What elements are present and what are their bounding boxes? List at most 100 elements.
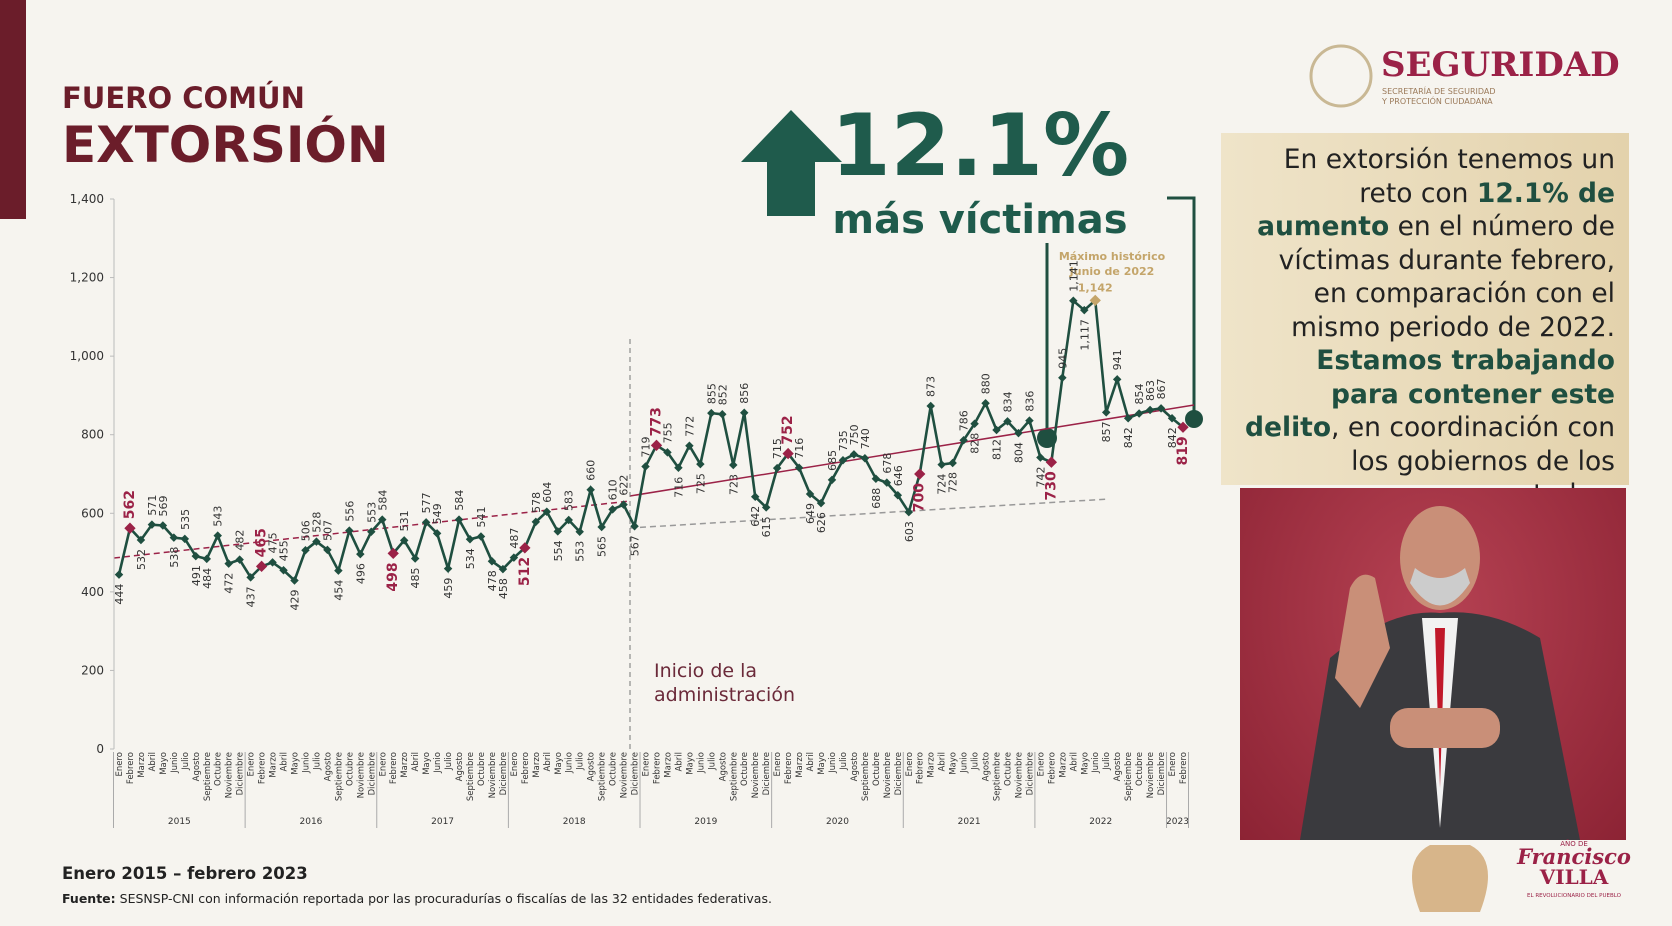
point (882, 478, 892, 487)
point (421, 518, 431, 527)
x-tick-label: Diciembre (1025, 752, 1035, 795)
x-tick-label: Marzo (269, 752, 279, 778)
value-label: 716 (672, 477, 685, 498)
point (1025, 416, 1034, 425)
x-tick-label: Junio (960, 752, 970, 774)
value-label: 549 (431, 503, 444, 524)
point (378, 515, 387, 524)
point (608, 505, 617, 514)
x-tick-label: Enero (247, 752, 257, 777)
point (147, 520, 157, 529)
value-label: 571 (146, 495, 159, 516)
value-label: 626 (815, 512, 828, 533)
x-tick-label: Junio (828, 752, 838, 774)
x-tick-label: Octubre (214, 752, 224, 786)
value-label: 945 (1056, 348, 1069, 369)
x-tick-label: Noviembre (620, 752, 630, 798)
value-label: 487 (508, 528, 521, 549)
value-label: 532 (135, 549, 148, 570)
point (630, 522, 639, 531)
x-tick-label: Julio (312, 752, 322, 771)
x-tick-label: Noviembre (1146, 752, 1156, 798)
value-label: 534 (464, 548, 477, 569)
point (268, 558, 277, 567)
x-tick-label: Marzo (663, 752, 673, 778)
x-tick-label: Noviembre (488, 752, 498, 798)
trend-post (629, 404, 1195, 497)
x-tick-label: Diciembre (631, 752, 641, 795)
point (114, 570, 124, 579)
point (761, 503, 771, 512)
x-tick-label: Agosto (323, 752, 333, 781)
point (860, 454, 870, 463)
x-group-label: 2023 (1166, 817, 1189, 827)
value-label: 742 (1034, 467, 1047, 488)
x-group-label: 2015 (168, 817, 191, 827)
value-label: 724 (936, 474, 949, 495)
value-label: 538 (168, 547, 181, 568)
kicker: FUERO COMÚN (62, 81, 305, 115)
x-tick-label: Octubre (1003, 752, 1013, 786)
x-group-label: 2019 (694, 817, 717, 827)
x-tick-label: Julio (707, 752, 717, 771)
point (838, 456, 848, 465)
x-tick-label: Junio (170, 752, 180, 774)
point (387, 547, 399, 560)
value-label: 569 (157, 495, 170, 516)
value-label: 478 (486, 570, 499, 591)
point (158, 521, 168, 530)
point (1123, 413, 1133, 423)
point (970, 419, 979, 428)
x-tick-label: Junio (301, 752, 311, 774)
x-tick-label: Abril (280, 752, 290, 771)
y-tick-label: 400 (81, 585, 104, 599)
x-tick-label: Agosto (455, 752, 465, 781)
point (1089, 294, 1101, 307)
x-tick-label: Octubre (1135, 752, 1145, 786)
point (674, 463, 683, 472)
value-label: 715 (771, 438, 784, 459)
bracket-dot (1185, 410, 1203, 428)
x-group-label: 2020 (826, 817, 849, 827)
point (926, 401, 935, 411)
value-label: 728 (947, 472, 960, 493)
x-tick-label: Agosto (192, 752, 202, 781)
villa-sub: EL REVOLUCIONARIO DEL PUEBLO (1527, 893, 1622, 899)
x-tick-label: Septiembre (993, 752, 1003, 801)
point (1101, 408, 1111, 417)
value-label: 1,142 (1078, 281, 1113, 294)
x-tick-label: Abril (1069, 752, 1079, 771)
x-tick-label: Octubre (345, 752, 355, 786)
x-tick-label: Marzo (927, 752, 937, 778)
x-tick-label: Marzo (137, 752, 147, 778)
value-label: 535 (179, 509, 192, 530)
value-label: 863 (1144, 380, 1157, 401)
logo-sub: Y PROTECCIÓN CIUDADANA (1381, 95, 1493, 106)
value-label: 730 (1043, 471, 1059, 500)
series-line (117, 297, 1184, 583)
x-tick-label: Marzo (795, 752, 805, 778)
x-group-label: 2018 (563, 817, 586, 827)
x-group-label: 2017 (431, 817, 454, 827)
point (213, 531, 222, 540)
value-label: 437 (245, 586, 258, 607)
x-tick-label: Enero (642, 752, 652, 777)
x-tick-label: Enero (378, 752, 388, 777)
value-label: 615 (760, 516, 773, 537)
point (564, 515, 573, 525)
value-label: 543 (212, 506, 225, 527)
value-label: 604 (541, 482, 554, 503)
x-tick-label: Febrero (258, 752, 268, 784)
callout-text: en el número de víctimas durante febrero… (1278, 211, 1615, 343)
y-tick-label: 1,400 (70, 192, 104, 206)
x-tick-label: Febrero (521, 752, 531, 784)
point (1045, 456, 1058, 468)
x-tick-label: Julio (1102, 752, 1112, 771)
x-tick-label: Octubre (872, 752, 882, 786)
point (663, 448, 672, 457)
x-tick-label: Octubre (477, 752, 487, 786)
value-label: 610 (607, 479, 620, 500)
value-label: 507 (321, 520, 334, 541)
point (816, 498, 826, 508)
